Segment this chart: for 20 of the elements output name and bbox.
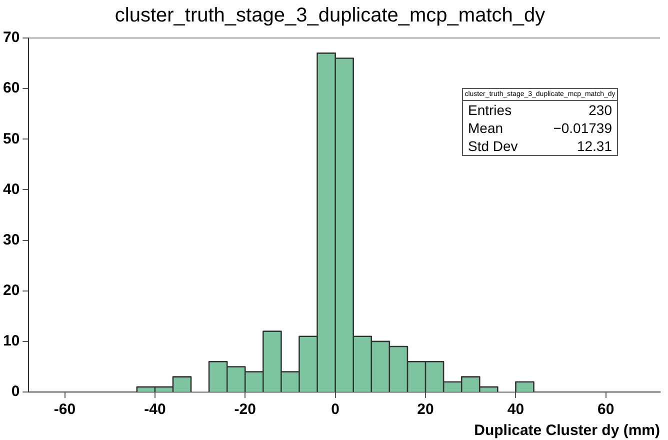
x-tick-label: 0 bbox=[331, 401, 340, 418]
text: Entries 230 bbox=[468, 102, 612, 118]
x-tick-label: -60 bbox=[54, 401, 76, 418]
y-tick-label: 60 bbox=[2, 80, 20, 97]
x-axis-title: Duplicate Cluster dy (mm) bbox=[474, 422, 660, 440]
y-tick-label: 30 bbox=[2, 231, 20, 248]
x-tick-label: -40 bbox=[144, 401, 166, 418]
x-tick-label: 60 bbox=[598, 401, 614, 418]
x-tick-label: -20 bbox=[234, 401, 256, 418]
y-tick-label: 50 bbox=[2, 130, 20, 148]
x-tick-label: 20 bbox=[417, 401, 434, 418]
y-tick-label: 20 bbox=[2, 282, 20, 299]
y-tick-label: 0 bbox=[11, 383, 20, 400]
y-tick-label: 70 bbox=[2, 29, 20, 46]
chart-title: cluster_truth_stage_3_duplicate_mcp_match_dy bbox=[114, 4, 546, 27]
y-tick-label: 40 bbox=[2, 180, 20, 198]
text: Mean −0.01739 bbox=[468, 120, 612, 136]
text: Std Dev 12.31 bbox=[468, 138, 612, 154]
x-tick-label: 40 bbox=[507, 401, 524, 418]
y-tick-label: 10 bbox=[2, 332, 20, 350]
